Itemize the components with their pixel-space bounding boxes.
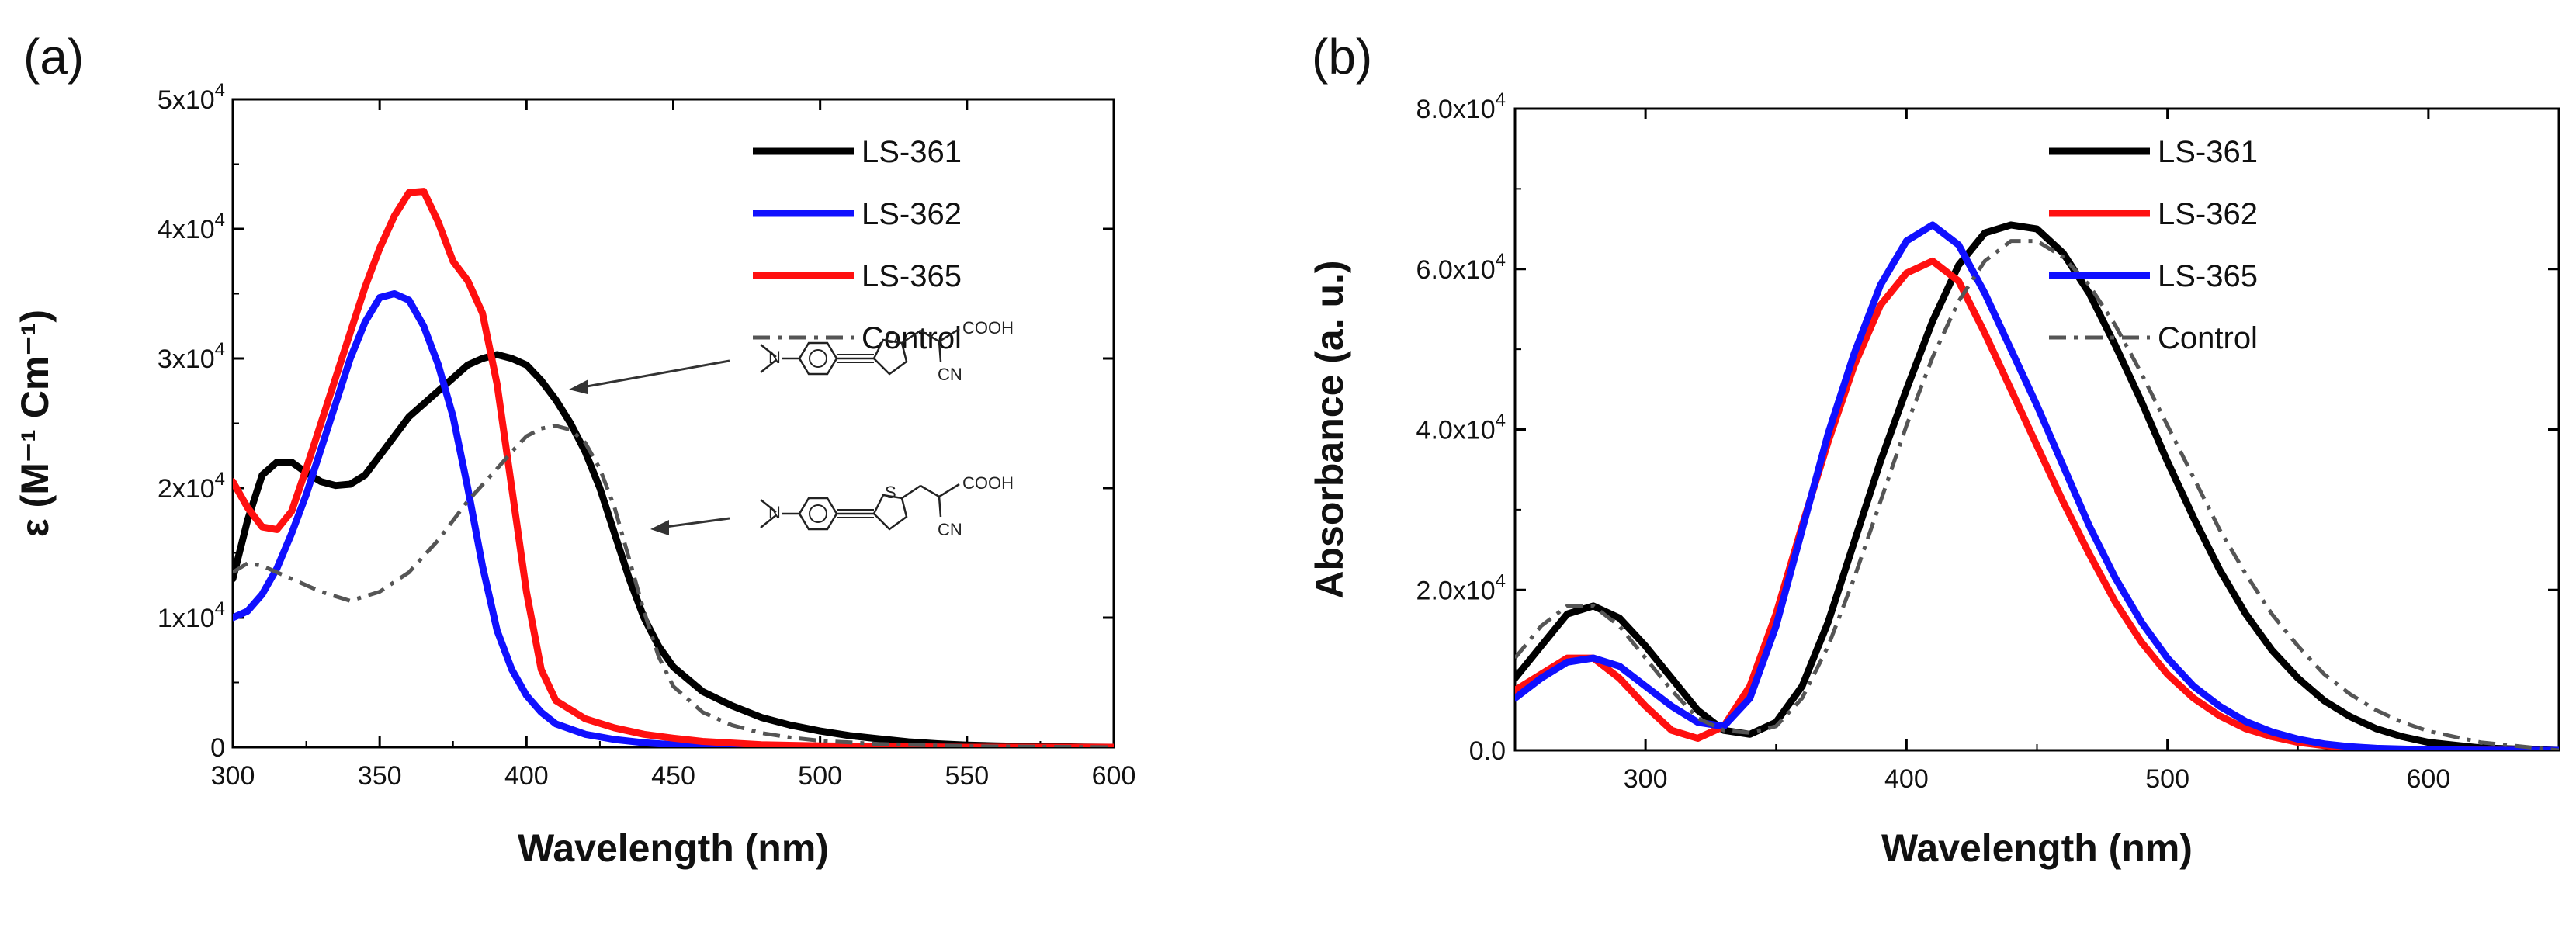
y-tick-label: 1x104 xyxy=(158,598,225,633)
x-tick-label: 500 xyxy=(2145,764,2189,794)
legend-label-control: Control xyxy=(2158,321,2258,355)
y-tick-label: 4.0x104 xyxy=(1416,410,1506,445)
thiophene-sulfur: S xyxy=(885,483,896,502)
y-axis-title: Absorbance (a. u.) xyxy=(1308,260,1351,598)
x-tick-label: 600 xyxy=(1092,761,1136,791)
y-tick-label: 4x104 xyxy=(158,210,225,244)
furan-amine-n: N xyxy=(768,348,781,367)
x-tick-label: 450 xyxy=(651,761,695,791)
series-line-ls-361 xyxy=(233,351,1114,747)
legend-label-ls-365: LS-365 xyxy=(2158,259,2258,293)
x-tick-label: 600 xyxy=(2407,764,2451,794)
series-line-ls-365 xyxy=(1515,221,2559,750)
molecular-structures: N O COOH CN N S xyxy=(569,318,1014,539)
annotation-arrows xyxy=(569,359,730,535)
arrow-furan xyxy=(577,359,730,390)
plot-frame xyxy=(231,98,1115,749)
panel-b: (b) 300 400 500 600 0.0 2.0x104 4.0x104 6.0x104 8… xyxy=(1308,29,2560,870)
thiophene-cooh: COOH xyxy=(962,473,1014,493)
y-axis-title: ε (M⁻¹ Cm⁻¹) xyxy=(13,310,57,537)
x-tick-label: 350 xyxy=(358,761,402,791)
furan-structure: N O COOH CN xyxy=(760,318,1014,384)
y-tick-label: 3x104 xyxy=(158,339,225,374)
furan-cn: CN xyxy=(938,365,962,384)
arrow-thiophene-head xyxy=(650,520,669,535)
legend-label-ls-361: LS-361 xyxy=(862,135,962,169)
arrow-furan-head xyxy=(569,379,588,394)
series-line-control xyxy=(1515,239,2559,750)
legend-label-ls-362: LS-362 xyxy=(2158,197,2258,231)
x-tick-label: 550 xyxy=(945,761,989,791)
series-line-ls-362 xyxy=(233,290,1114,747)
legend-label-control: Control xyxy=(862,321,962,355)
arrow-thiophene xyxy=(659,517,730,529)
thiophene-cn: CN xyxy=(938,520,962,539)
panel-letter: (b) xyxy=(1312,29,1372,85)
x-tick-label: 300 xyxy=(211,761,255,791)
y-tick-label: 6.0x104 xyxy=(1416,250,1506,285)
x-tick-label: 500 xyxy=(798,761,842,791)
y-tick-label: 5x104 xyxy=(158,80,225,115)
x-axis-title: Wavelength (nm) xyxy=(1881,826,2193,870)
x-axis-title: Wavelength (nm) xyxy=(518,826,829,870)
panel-letter: (a) xyxy=(23,29,84,85)
thiophene-amine-n: N xyxy=(768,503,781,522)
x-tick-label: 400 xyxy=(1884,764,1929,794)
thiophene-structure: N S COOH CN xyxy=(760,473,1014,539)
x-tick-label: 400 xyxy=(504,761,549,791)
y-tick-label: 0.0 xyxy=(1469,736,1506,766)
furan-cooh: COOH xyxy=(962,318,1014,338)
panel-a: (a) 300 350 400 450 500 550 600 0 1x104 2x104 3x104… xyxy=(13,29,1135,870)
series-line-ls-365 xyxy=(233,188,1114,747)
series-line-ls-361 xyxy=(1515,221,2559,750)
legend-label-ls-362: LS-362 xyxy=(862,197,962,231)
y-tick-label: 2.0x104 xyxy=(1416,570,1506,605)
y-tick-label: 0 xyxy=(210,733,225,763)
y-tick-label: 2x104 xyxy=(158,469,225,504)
plot-frame xyxy=(1513,107,2560,752)
legend-label-ls-365: LS-365 xyxy=(862,259,962,293)
legend-label-ls-361: LS-361 xyxy=(2158,135,2258,169)
x-tick-label: 300 xyxy=(1624,764,1668,794)
furan-oxygen: O xyxy=(885,327,898,347)
y-tick-label: 8.0x104 xyxy=(1416,89,1506,124)
